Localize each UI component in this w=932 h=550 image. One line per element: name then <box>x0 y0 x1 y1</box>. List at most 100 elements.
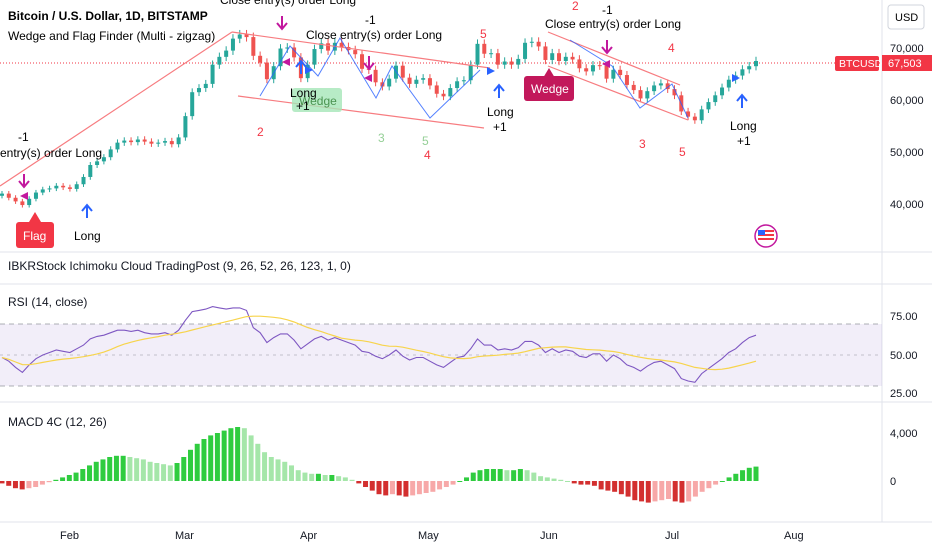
macd-bar <box>39 481 45 485</box>
macd-bar <box>679 481 685 503</box>
macd-bar <box>591 481 597 486</box>
currency-button[interactable] <box>887 4 925 30</box>
macd-bar <box>167 465 173 481</box>
flag-badge[interactable] <box>16 222 54 248</box>
price-axis[interactable]: 70,000 60,000 50,000 40,000 <box>890 43 924 211</box>
close-long-label: Close entry(s) order Long <box>306 28 442 42</box>
macd-legend[interactable]: MACD 4C (12, 26) <box>8 415 107 429</box>
symbol-title[interactable]: Bitcoin / U.S. Dollar, 1D, BITSTAMP <box>8 9 208 23</box>
candle-body <box>230 38 235 51</box>
indicator-legend[interactable]: Wedge and Flag Finder (Multi - zigzag) <box>8 29 215 43</box>
candle-body <box>115 142 120 150</box>
candle-body <box>183 116 188 138</box>
close-signal: -1 Close entry(s) order Long <box>306 13 442 71</box>
macd-bar <box>356 481 362 484</box>
close-signal: -1 Close entry(s) order Long <box>545 3 681 55</box>
candle-body <box>550 53 555 60</box>
candle-body <box>631 84 636 91</box>
candle-body <box>516 58 521 65</box>
candle-body <box>20 201 25 206</box>
macd-bar <box>87 465 93 481</box>
wedge-badge[interactable] <box>524 76 574 101</box>
price-tick: 60,000 <box>890 95 924 107</box>
rsi-line <box>1 306 757 383</box>
price-tick: 40,000 <box>890 199 924 211</box>
ichimoku-legend[interactable]: IBKRStock Ichimoku Cloud TradingPost (9,… <box>8 259 351 273</box>
macd-bar <box>376 481 382 495</box>
macd-bar <box>282 461 288 481</box>
macd-axis[interactable]: 4,000 0 <box>890 428 918 488</box>
macd-bar <box>235 427 241 481</box>
candle-body <box>169 141 174 145</box>
candle-body <box>618 69 623 76</box>
candle-body <box>176 137 181 145</box>
macd-bar <box>457 481 463 482</box>
long-signal: Long +1 <box>487 83 514 134</box>
macd-bar <box>53 479 59 481</box>
macd-bar <box>410 481 416 496</box>
last-price-label: 67,503 <box>888 58 922 70</box>
rsi-legend[interactable]: RSI (14, close) <box>8 295 87 309</box>
close-signal: Close entry(s) order Long <box>220 0 356 31</box>
price-tick: 70,000 <box>890 43 924 55</box>
rsi-band <box>0 324 882 386</box>
macd-bar <box>221 430 227 481</box>
macd-bar <box>450 481 456 485</box>
macd-bar <box>268 457 274 481</box>
macd-bar <box>632 481 638 501</box>
rsi-axis[interactable]: 75.00 50.00 25.00 <box>890 311 918 400</box>
macd-bar <box>107 457 113 481</box>
time-axis[interactable]: Feb Mar Apr May Jun Jul Aug <box>60 530 804 542</box>
candle-body <box>557 53 562 61</box>
macd-bar <box>262 452 268 481</box>
candle-body <box>258 55 263 63</box>
macd-bar <box>161 464 167 481</box>
macd-bar <box>652 481 658 502</box>
zigzag-lines <box>259 37 689 119</box>
macd-bar <box>665 481 671 499</box>
macd-bar <box>73 472 79 481</box>
candle-body <box>455 81 460 89</box>
macd-bar <box>692 481 698 497</box>
long-label: Long <box>74 229 101 243</box>
price-tick: 50,000 <box>890 147 924 159</box>
wave-label: 3 <box>639 137 646 151</box>
macd-bar <box>719 481 725 482</box>
pivot-marker <box>732 74 740 82</box>
candle-body <box>529 41 534 43</box>
candle-body <box>81 176 86 185</box>
macd-bar <box>369 481 375 491</box>
macd-bar <box>140 459 146 481</box>
candle-body <box>210 64 215 84</box>
long-signal: Long +1 <box>730 93 757 148</box>
macd-bar <box>726 477 732 481</box>
candle-body <box>468 64 473 81</box>
macd-bar <box>66 475 72 481</box>
candle-body <box>713 95 718 103</box>
time-tick: Mar <box>175 530 194 542</box>
wedge-badge-faded[interactable] <box>292 88 342 112</box>
candle-body <box>706 102 711 110</box>
candle-body <box>251 37 256 56</box>
macd-tick: 0 <box>890 476 896 488</box>
plus-one-label: +1 <box>737 134 751 148</box>
candle-body <box>54 185 59 189</box>
candle-body <box>672 89 677 96</box>
candle-body <box>13 197 18 202</box>
candle-body <box>292 47 297 58</box>
close-arrow-icon <box>18 174 30 189</box>
candle-body <box>95 161 100 165</box>
pivot-marker <box>282 58 290 66</box>
macd-bar <box>26 481 32 489</box>
candle-body <box>692 116 697 121</box>
candle-body <box>665 83 670 90</box>
macd-bar <box>578 481 584 485</box>
close-signal: -1 entry(s) order Long <box>0 130 102 189</box>
candle-body <box>611 69 616 79</box>
candle-body <box>27 198 32 206</box>
macd-bar <box>201 439 207 481</box>
candle-body <box>686 111 691 117</box>
macd-bar <box>713 481 719 485</box>
candle-body <box>237 34 242 39</box>
